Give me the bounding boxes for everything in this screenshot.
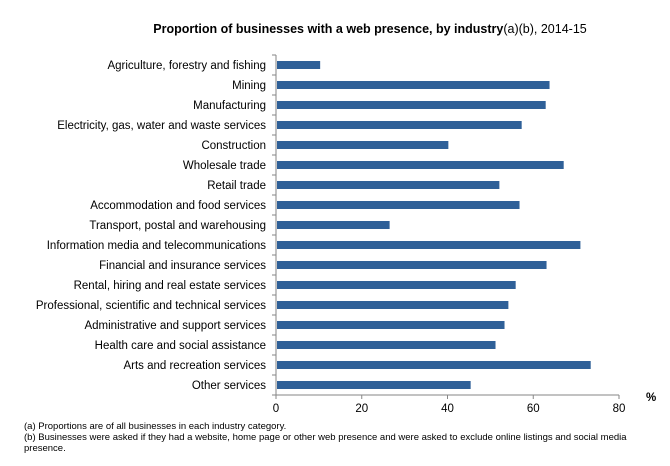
bar	[277, 81, 550, 89]
category-label: Arts and recreation services	[123, 360, 266, 372]
title-suffix: (a)(b), 2014-15	[503, 22, 587, 36]
footnote-b: (b) Businesses were asked if they had a …	[24, 432, 627, 454]
bar	[277, 121, 522, 129]
category-label: Wholesale trade	[183, 160, 266, 172]
bar	[277, 61, 321, 69]
category-label: Accommodation and food services	[90, 200, 266, 212]
bar	[277, 341, 496, 349]
bar	[277, 321, 505, 329]
category-label: Retail trade	[207, 180, 266, 192]
category-label: Agriculture, forestry and fishing	[107, 60, 266, 72]
bar	[277, 141, 449, 149]
x-tick-label: 40	[441, 403, 454, 415]
category-label: Administrative and support services	[84, 320, 266, 332]
chart-title: Proportion of businesses with a web pres…	[0, 22, 670, 36]
category-label: Other services	[192, 380, 266, 392]
category-label: Professional, scientific and technical s…	[36, 300, 266, 312]
x-tick-label: 60	[527, 403, 540, 415]
bar	[277, 381, 471, 389]
bar	[277, 201, 520, 209]
bar	[277, 181, 500, 189]
footnote-a: (a) Proportions are of all businesses in…	[24, 421, 287, 432]
category-label: Manufacturing	[193, 100, 266, 112]
category-label: Electricity, gas, water and waste servic…	[57, 120, 266, 132]
bar	[277, 261, 547, 269]
bar	[277, 361, 591, 369]
bar	[277, 281, 516, 289]
category-label: Health care and social assistance	[95, 340, 266, 352]
x-tick-label: 0	[273, 403, 279, 415]
bar	[277, 101, 546, 109]
category-label: Rental, hiring and real estate services	[74, 280, 267, 292]
footnotes: (a) Proportions are of all businesses in…	[24, 421, 634, 454]
x-axis-unit: %	[646, 392, 656, 404]
bar	[277, 161, 564, 169]
category-label: Transport, postal and warehousing	[89, 220, 266, 232]
bar	[277, 221, 390, 229]
category-label: Construction	[201, 140, 266, 152]
bar	[277, 241, 581, 249]
x-tick-label: 80	[613, 403, 626, 415]
category-label: Financial and insurance services	[99, 260, 266, 272]
x-tick-label: 20	[355, 403, 368, 415]
category-label: Information media and telecommunications	[47, 240, 267, 252]
bar	[277, 301, 509, 309]
title-text: Proportion of businesses with a web pres…	[153, 22, 504, 36]
category-label: Mining	[232, 80, 266, 92]
